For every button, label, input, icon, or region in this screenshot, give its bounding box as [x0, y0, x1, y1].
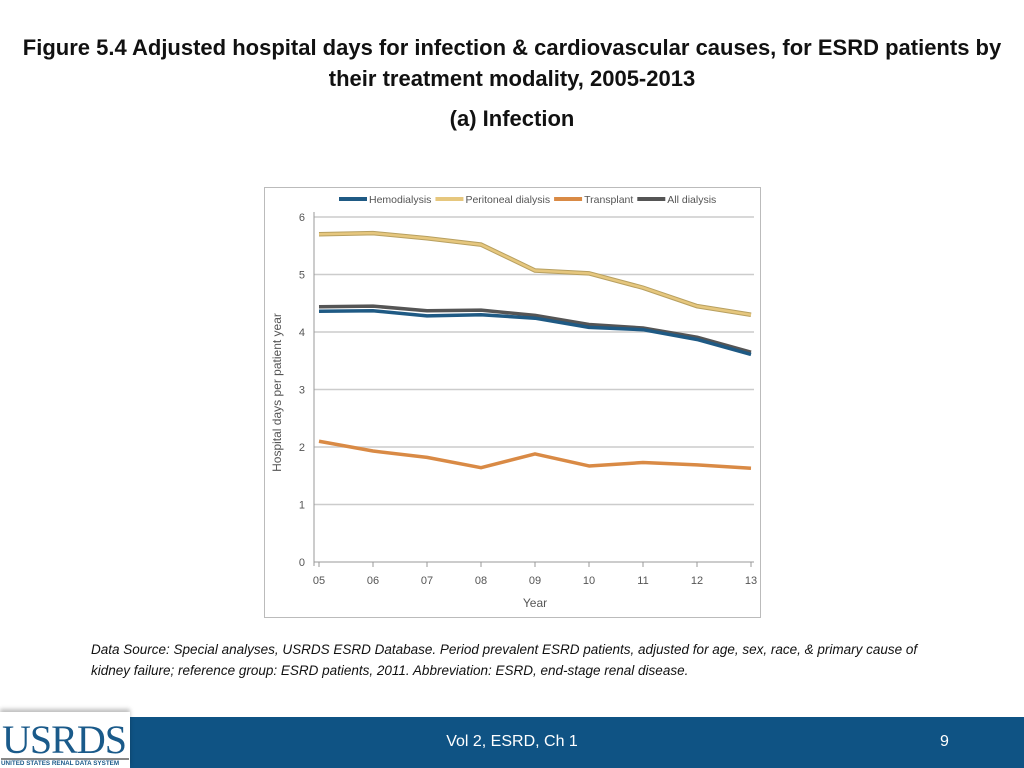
x-tick-label: 13 [745, 575, 757, 587]
slide-title: Figure 5.4 Adjusted hospital days for in… [22, 35, 1002, 91]
legend-label: Peritoneal dialysis [465, 194, 550, 206]
x-tick-label: 10 [583, 575, 595, 587]
footer-bar [0, 717, 1024, 768]
data-source-note: Data Source: Special analyses, USRDS ESR… [91, 642, 918, 678]
y-tick-label: 0 [299, 557, 305, 569]
x-tick-label: 06 [367, 575, 379, 587]
x-tick-label: 11 [637, 575, 648, 587]
page-number: 9 [940, 733, 949, 750]
legend-label: Transplant [584, 194, 633, 206]
footer-text: Vol 2, ESRD, Ch 1 [446, 733, 578, 750]
y-axis-label: Hospital days per patient year [270, 313, 284, 472]
x-tick-label: 08 [475, 575, 487, 587]
y-tick-label: 1 [299, 500, 305, 512]
legend-label: Hemodialysis [369, 194, 431, 206]
x-tick-label: 07 [421, 575, 433, 587]
series-line-transplant [318, 439, 752, 471]
chart-frame: 0 1 2 3 4 5 6 05 06 07 08 09 10 11 12 13 Year Hospital da… [264, 187, 761, 618]
y-tick-label: 5 [299, 270, 305, 282]
x-tick-label: 05 [313, 575, 325, 587]
chart-subtitle: (a) Infection [449, 106, 575, 131]
y-tick-label: 3 [299, 385, 305, 397]
y-tick-label: 6 [299, 212, 305, 224]
usrds-logo: USRDS UNITED STATES RENAL DATA SYSTEM [0, 712, 130, 768]
x-tick-label: 12 [691, 575, 703, 587]
y-tick-label: 4 [299, 327, 305, 339]
legend-label: All dialysis [667, 194, 716, 206]
y-tick-label: 2 [299, 442, 305, 454]
x-axis-label: Year [523, 596, 547, 610]
x-tick-label: 09 [529, 575, 541, 587]
